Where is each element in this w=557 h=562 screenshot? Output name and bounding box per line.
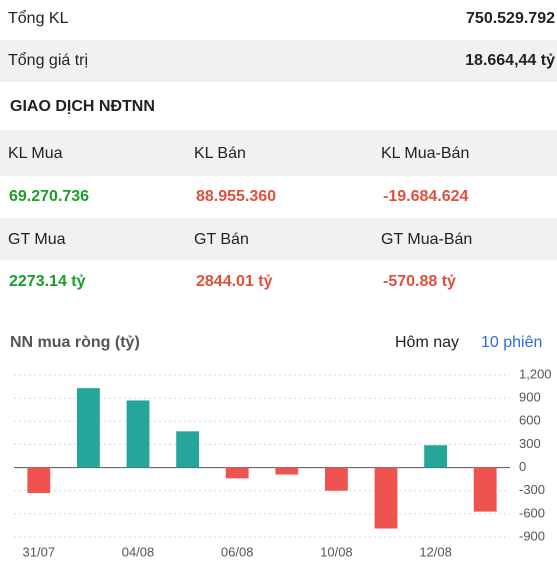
value-row: 2273.14 tỷ 2844.01 tỷ -570.88 tỷ (0, 260, 557, 302)
y-tick-label: -300 (519, 482, 545, 497)
bar (473, 467, 497, 512)
value: 88.955.360 (196, 188, 277, 205)
x-tick-label: 12/08 (419, 544, 452, 559)
x-tick-label: 10/08 (320, 544, 353, 559)
bar (76, 388, 100, 468)
x-tick-label: 04/08 (122, 544, 155, 559)
tab[interactable]: Hôm nay (395, 334, 460, 351)
y-tick-label: -600 (519, 505, 545, 520)
y-tick-label: 900 (519, 390, 541, 405)
value-row: 69.270.736 88.955.360 -19.684.624 (0, 176, 557, 218)
value: -570.88 tỷ (383, 273, 456, 290)
bar (374, 467, 398, 529)
chart: 1,200 900 600 300 0 -300 -600 -900 31/07 04/08 06/… (14, 366, 552, 559)
bar (27, 467, 51, 494)
section-title: GIAO DỊCH NĐTNN (10, 98, 155, 115)
value: 69.270.736 (9, 188, 90, 205)
label: KL Bán (194, 145, 246, 162)
bar (126, 400, 150, 468)
y-tick-label: 600 (519, 413, 541, 428)
y-tick-label: 0 (519, 459, 526, 474)
label: KL Mua (8, 145, 63, 162)
y-tick-label: -900 (519, 528, 545, 543)
bar (225, 467, 249, 479)
y-tick-label: 1,200 (519, 366, 552, 381)
bar (424, 445, 448, 468)
tab[interactable]: 10 phiên (481, 334, 543, 351)
bar (324, 467, 348, 491)
label-row: KL Mua KL Bán KL Mua-Bán (0, 130, 557, 176)
value: 2844.01 tỷ (196, 273, 273, 290)
value: 750.529.792 (466, 10, 555, 27)
label: Tổng KL (8, 10, 69, 27)
summary-row: Tổng KL 750.529.792 (0, 0, 557, 40)
value: 18.664,44 tỷ (465, 52, 555, 69)
bar (176, 431, 200, 468)
bar (275, 467, 299, 475)
chart-title: NN mua ròng (tỷ) (10, 334, 140, 351)
label: KL Mua-Bán (381, 145, 470, 162)
y-tick-label: 300 (519, 436, 541, 451)
label-row: GT Mua GT Bán GT Mua-Bán (0, 218, 557, 260)
label: GT Mua (8, 231, 66, 248)
section: GIAO DỊCH NĐTNN (0, 82, 557, 130)
summary-row: Tổng giá trị 18.664,44 tỷ (0, 40, 557, 82)
x-tick-label: 06/08 (221, 544, 254, 559)
label: GT Mua-Bán (381, 231, 473, 248)
value: -19.684.624 (383, 188, 469, 205)
value: 2273.14 tỷ (9, 273, 86, 290)
label: GT Bán (194, 231, 249, 248)
x-tick-label: 31/07 (23, 544, 56, 559)
label: Tổng giá trị (8, 52, 89, 69)
